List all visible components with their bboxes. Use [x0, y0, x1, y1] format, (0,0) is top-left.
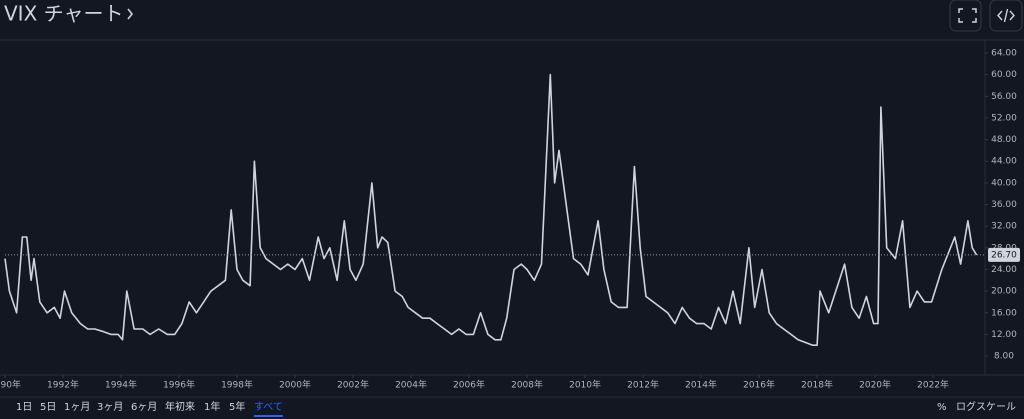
range-button[interactable]: 6ヶ月: [131, 401, 157, 413]
y-tick-label: 52.00: [991, 113, 1017, 123]
x-tick-label: 2006年: [453, 379, 485, 391]
y-tick-label: 40.00: [991, 178, 1017, 188]
y-tick-label: 32.00: [991, 222, 1017, 232]
price-line: [4, 73, 978, 346]
range-button[interactable]: すべて: [254, 401, 283, 413]
chart-title[interactable]: VIX チャート: [4, 2, 123, 26]
last-price-badge: [988, 247, 1020, 262]
range-button[interactable]: 5日: [40, 402, 56, 413]
y-tick-label: 44.00: [991, 157, 1017, 167]
x-tick-label: 1996年: [163, 379, 195, 391]
x-tick-label: 2004年: [395, 379, 427, 391]
y-tick-label: 16.00: [991, 308, 1017, 318]
embed-button[interactable]: [989, 0, 1023, 32]
range-button[interactable]: 年初来: [165, 400, 195, 413]
fullscreen-button[interactable]: [949, 0, 982, 32]
x-tick-label: 2012年: [627, 379, 659, 391]
y-tick-label: 12.00: [991, 330, 1017, 340]
fullscreen-icon: [958, 8, 977, 23]
x-tick-label: 1992年: [47, 379, 79, 391]
x-tick-label: 2000年: [279, 379, 311, 391]
y-tick-label: 8.00: [994, 352, 1014, 362]
range-button[interactable]: 5年: [229, 400, 245, 413]
embed-icon: [997, 8, 1015, 23]
x-tick-label: 2022年: [917, 379, 949, 391]
y-tick-label: 20.00: [991, 287, 1017, 297]
y-tick-label: 64.00: [991, 48, 1017, 58]
y-tick-label: 24.00: [991, 265, 1017, 275]
range-button[interactable]: 3ヶ月: [97, 401, 123, 413]
x-tick-label: 2016年: [743, 379, 775, 391]
range-button[interactable]: 1ヶ月: [64, 401, 90, 413]
y-tick-label: 60.00: [991, 70, 1017, 80]
chevron-icon[interactable]: [127, 8, 134, 20]
x-tick-label: 2010年: [569, 379, 601, 391]
x-tick-label: 1998年: [221, 379, 253, 391]
range-button[interactable]: 1日: [16, 402, 32, 413]
x-tick-label: 1994年: [105, 379, 137, 391]
log-scale-toggle[interactable]: ログスケール: [956, 400, 1016, 413]
x-tick-label: 2018年: [801, 379, 833, 391]
x-tick-label: 2002年: [337, 379, 369, 391]
x-tick-label: 2020年: [859, 379, 891, 391]
y-tick-label: 36.00: [991, 200, 1017, 210]
last-price-label: 26.70: [991, 250, 1017, 260]
x-tick-label: 2014年: [685, 379, 717, 391]
x-tick-label: 1990年: [0, 379, 21, 391]
percent-toggle[interactable]: %: [937, 402, 947, 413]
x-tick-label: 2008年: [511, 379, 543, 391]
y-tick-label: 48.00: [991, 135, 1017, 145]
y-tick-label: 56.00: [991, 92, 1017, 102]
range-button[interactable]: 1年: [204, 400, 220, 413]
